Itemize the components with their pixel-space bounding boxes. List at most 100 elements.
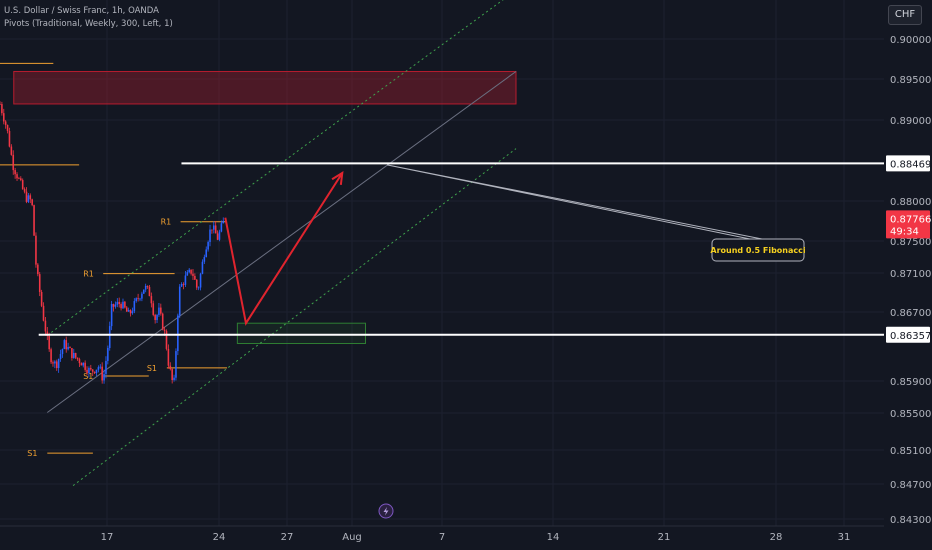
candle-body	[209, 229, 211, 242]
forecast-arrow-head[interactable]	[331, 171, 344, 186]
time-tick-label: 7	[439, 532, 445, 543]
candle-body	[90, 368, 92, 370]
time-tick-label: 31	[838, 532, 851, 543]
time-axis-background	[0, 526, 884, 550]
candle-body	[188, 269, 190, 273]
candle-body	[108, 326, 111, 348]
candle-body	[99, 366, 102, 368]
candle-body	[50, 349, 52, 363]
time-tick-label: 28	[770, 532, 783, 543]
lightning-icon[interactable]	[378, 503, 394, 519]
candle-body	[0, 103, 1, 105]
candle-body	[80, 363, 83, 366]
candle-body	[131, 311, 134, 314]
price-axis-background	[884, 0, 932, 550]
candle-body	[216, 233, 219, 240]
candle-body	[173, 377, 175, 381]
callout-box[interactable]	[711, 238, 805, 262]
time-axis[interactable]: 17 24 27 Aug 7 14 21 28 31	[0, 525, 884, 550]
candle-body	[37, 264, 39, 275]
candle-body	[33, 205, 35, 236]
price-tick-label: 0.86700	[890, 308, 931, 319]
red-zone[interactable]	[13, 70, 517, 105]
candle-body	[127, 310, 130, 312]
candle-body	[21, 180, 24, 190]
candle-body	[63, 340, 66, 350]
candle-body	[2, 113, 5, 122]
forecast-path[interactable]	[224, 172, 344, 326]
candle-body	[29, 195, 32, 200]
pivot-label: R1	[161, 218, 172, 227]
candle-body	[91, 369, 94, 372]
candle-body	[101, 366, 103, 381]
level-price-label: 0.88469	[890, 159, 931, 170]
candle-body	[175, 351, 177, 378]
candle-body	[203, 257, 206, 262]
time-tick-label: 21	[658, 532, 671, 543]
price-tick-label: 0.85900	[890, 377, 931, 388]
price-axis[interactable]: 0.90000 0.89500 0.89000 0.88000 0.87500 0.871…	[884, 0, 932, 550]
candle-body	[214, 225, 217, 234]
candle-body	[112, 304, 115, 307]
candle-body	[124, 301, 126, 308]
candle-body	[46, 331, 49, 336]
candle-body	[161, 313, 164, 330]
countdown-label: 49:34	[890, 226, 919, 237]
price-tick-label: 0.89000	[890, 116, 931, 127]
candle-body	[25, 191, 28, 202]
lightning-icon-bolt	[383, 507, 389, 516]
candle-body	[44, 320, 47, 332]
candle-body	[218, 231, 221, 240]
candle-body	[40, 291, 43, 306]
candle-body	[67, 347, 69, 350]
indicator-title[interactable]: Pivots (Traditional, Weekly, 300, Left, …	[4, 19, 173, 29]
candle-body	[61, 349, 64, 355]
channel-mid-line[interactable]	[47, 71, 517, 413]
candle-body	[35, 235, 37, 265]
candle-body	[4, 121, 7, 125]
price-tick-label: 0.87100	[890, 269, 931, 280]
candle-body	[110, 304, 113, 327]
candle-body	[59, 354, 62, 359]
drawings-layer[interactable]: Around 0.5 Fibonacci	[224, 164, 806, 519]
candle-body	[1, 104, 3, 114]
candle-body	[95, 369, 98, 374]
candle-body	[76, 357, 79, 360]
candle-body	[93, 371, 96, 374]
candle-body	[38, 274, 41, 292]
candle-body	[194, 275, 196, 280]
price-tick-label: 0.84300	[890, 515, 931, 526]
pivot-label: S1	[83, 372, 93, 381]
channel-upper-line[interactable]	[47, 0, 516, 336]
candle-body	[167, 348, 170, 366]
level-price-tag[interactable]	[886, 326, 930, 343]
candle-body	[71, 348, 73, 359]
candle-body	[152, 303, 155, 315]
candle-body	[156, 314, 158, 321]
candle-body	[205, 249, 208, 258]
candle-body	[158, 307, 160, 315]
last-price-badge[interactable]	[886, 210, 930, 239]
green-zone[interactable]	[236, 322, 366, 345]
candle-body	[69, 347, 71, 349]
candle-body	[146, 285, 149, 287]
time-tick-label: 27	[281, 532, 294, 543]
price-tick-label: 0.87500	[890, 237, 931, 248]
candle-body	[133, 301, 136, 312]
candle-body	[182, 284, 185, 285]
candle-body	[31, 199, 33, 206]
level-price-tag[interactable]	[886, 155, 930, 172]
currency-button[interactable]: CHF	[888, 5, 922, 25]
candle-body	[74, 352, 77, 358]
candle-body	[165, 331, 168, 349]
candle-body	[177, 315, 179, 352]
candle-body	[184, 275, 187, 285]
channel-lower-line[interactable]	[72, 148, 517, 486]
symbol-title[interactable]: U.S. Dollar / Swiss Franc, 1h, OANDA	[4, 6, 159, 16]
chart-legend: U.S. Dollar / Swiss Franc, 1h, OANDA Piv…	[4, 5, 173, 31]
candle-body	[220, 223, 223, 232]
candle-body	[120, 304, 122, 309]
candle-body	[14, 170, 16, 175]
candle-body	[171, 369, 173, 381]
